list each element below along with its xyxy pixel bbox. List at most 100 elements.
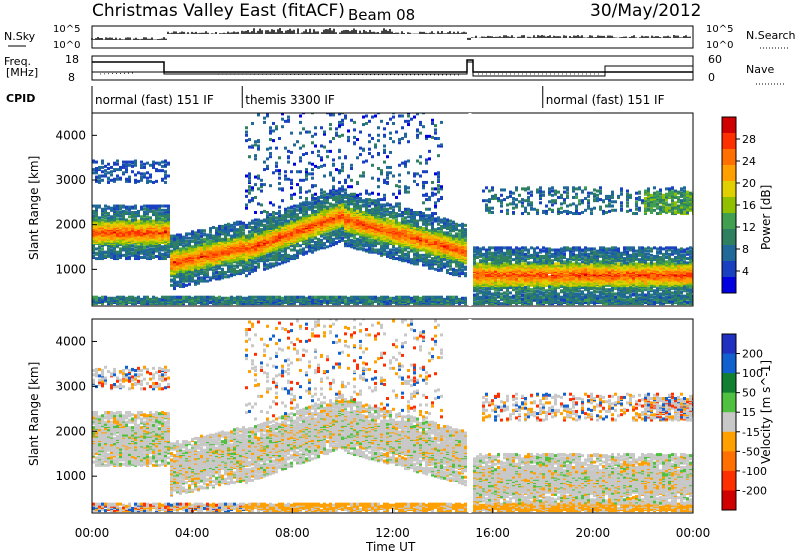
heatmap-cell [320,194,323,198]
heatmap-cell [347,204,350,208]
heatmap-cell [290,244,293,248]
heatmap-cell [386,250,389,254]
heatmap-cell [380,217,383,221]
heatmap-cell [176,280,179,284]
heatmap-cell [212,272,215,276]
heatmap-cell [206,299,209,303]
heatmap-cell [173,297,176,301]
heatmap-cell [113,248,116,252]
heatmap-cell [314,235,317,239]
heatmap-cell [233,225,236,229]
heatmap-cell [149,216,152,220]
heatmap-cell [167,209,170,213]
heatmap-cell [332,230,335,234]
heatmap-cell [302,113,305,115]
heatmap-cell [248,199,251,203]
date-title: 30/May/2012 [590,1,702,21]
heatmap-cell [245,234,248,238]
heatmap-cell [116,252,119,256]
heatmap-cell [164,204,167,208]
heatmap-cell [134,159,137,163]
heatmap-cell [173,301,176,305]
heatmap-cell [296,249,299,253]
heatmap-cell [104,164,107,168]
heatmap-cell [344,203,347,207]
heatmap-cell [269,184,272,188]
heatmap-cell [155,231,158,235]
heatmap-cell [401,136,404,140]
heatmap-cell [107,248,110,252]
heatmap-cell [266,263,269,267]
heatmap-cell [167,232,170,236]
heatmap-cell [179,256,182,260]
heatmap-cell [377,202,380,206]
heatmap-cell [332,162,335,166]
heatmap-cell [143,214,146,218]
heatmap-cell [128,177,131,181]
heatmap-cell [281,253,284,257]
heatmap-cell [191,278,194,282]
heatmap-cell [155,179,158,183]
heatmap-cell [290,150,293,154]
heatmap-cell [206,238,209,242]
heatmap-cell [164,230,167,234]
heatmap-cell [215,271,218,275]
heatmap-cell [320,299,323,303]
heatmap-cell [398,141,401,145]
heatmap-cell [314,184,317,188]
heatmap-cell [236,295,239,299]
heatmap-cell [257,235,260,239]
heatmap-cell [335,240,338,244]
heatmap-cell [197,268,200,272]
heatmap-cell [248,191,251,195]
heatmap-cell [302,201,305,205]
heatmap-cell [323,145,326,149]
heatmap-cell [266,224,269,228]
heatmap-cell [347,198,350,202]
heatmap-cell [326,295,329,299]
heatmap-cell [407,238,410,242]
heatmap-cell [266,237,269,241]
heatmap-cell [92,254,95,258]
heatmap-cell [146,171,149,175]
heatmap-cell [173,249,176,253]
heatmap-cell [398,221,401,225]
heatmap-cell [392,208,395,212]
heatmap-cell [311,193,314,197]
heatmap-cell [314,144,317,148]
heatmap-cell [311,238,314,242]
nsky-trace [91,28,691,40]
heatmap-cell [341,118,344,122]
heatmap-cell [149,221,152,225]
heatmap-cell [203,229,206,233]
heatmap-cell [332,205,335,209]
heatmap-cell [116,254,119,258]
heatmap-cell [98,216,101,220]
heatmap-cell [137,179,140,183]
heatmap-cell [122,165,125,169]
heatmap-cell [128,160,131,164]
heatmap-cell [161,204,164,208]
heatmap-cell [275,125,278,129]
heatmap-cell [350,238,353,242]
heatmap-cell [101,295,104,299]
heatmap-cell [284,170,287,174]
heatmap-cell [395,214,398,218]
heatmap-cell [185,236,188,240]
heatmap-cell [161,245,164,249]
heatmap-cell [218,264,221,268]
heatmap-cell [275,263,278,267]
heatmap-cell [164,214,167,218]
heatmap-cell [377,192,380,196]
heatmap-cell [323,295,326,299]
heatmap-cell [257,227,260,231]
heatmap-cell [383,247,386,251]
heatmap-cell [182,284,185,288]
heatmap-cell [347,213,350,217]
heatmap-cell [116,159,119,163]
heatmap-cell [368,151,371,155]
heatmap-cell [197,272,200,276]
heatmap-cell [224,227,227,231]
heatmap-cell [224,262,227,266]
heatmap-cell [215,236,218,240]
